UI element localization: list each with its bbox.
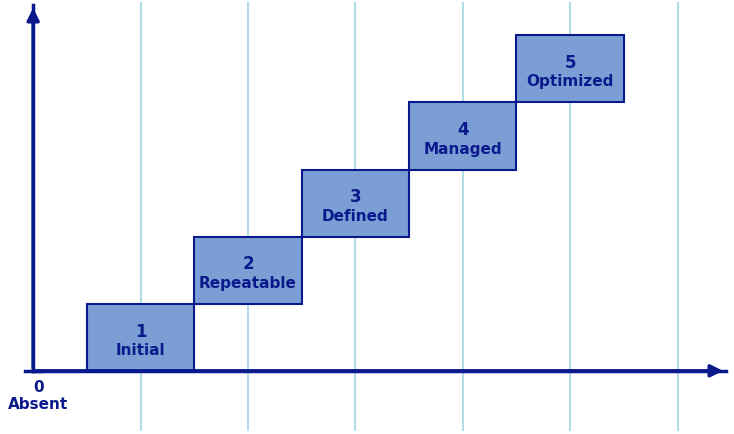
FancyBboxPatch shape: [87, 304, 195, 371]
Text: Absent: Absent: [8, 396, 69, 411]
Text: 4: 4: [457, 121, 468, 139]
Text: Initial: Initial: [116, 342, 165, 357]
FancyBboxPatch shape: [302, 170, 409, 237]
FancyBboxPatch shape: [195, 237, 302, 304]
Text: Optimized: Optimized: [526, 74, 614, 89]
Text: 1: 1: [135, 322, 146, 340]
Text: 2: 2: [242, 255, 254, 273]
Text: Defined: Defined: [322, 208, 389, 223]
Text: 3: 3: [349, 188, 361, 206]
Text: Managed: Managed: [424, 141, 502, 156]
Text: 0: 0: [33, 379, 44, 394]
Text: 5: 5: [564, 54, 576, 72]
FancyBboxPatch shape: [409, 103, 517, 170]
FancyBboxPatch shape: [517, 36, 624, 103]
Text: Repeatable: Repeatable: [199, 275, 297, 290]
